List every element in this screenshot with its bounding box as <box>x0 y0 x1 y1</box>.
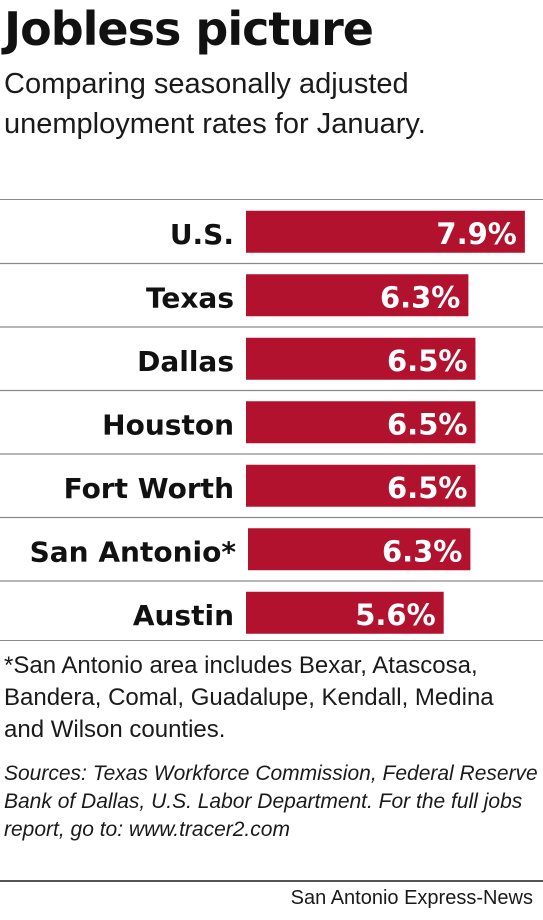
chart-title: Jobless picture <box>4 2 374 56</box>
bar-value-label: 5.6% <box>355 598 435 632</box>
bar <box>246 210 525 253</box>
footnote: *San Antonio area includes Bexar, Atasco… <box>4 652 494 743</box>
bar-value-label: 6.5% <box>387 471 467 505</box>
sources-note: Sources: Texas Workforce Commission, Fed… <box>4 762 538 841</box>
category-label: Houston <box>102 408 234 441</box>
bar-value-label: 7.9% <box>436 217 516 251</box>
category-label: Austin <box>133 599 234 632</box>
top-divider <box>0 199 543 200</box>
bar-value-label: 6.5% <box>387 344 467 378</box>
category-label: U.S. <box>170 218 234 251</box>
bar-chart: U.S. 7.9% Texas 6.3% Dallas 6.5% Houston 6.5% Fo… <box>0 210 543 634</box>
bar <box>246 401 476 444</box>
credit-line: San Antonio Express-News <box>290 887 533 909</box>
bar <box>248 528 471 571</box>
bar-value-label: 6.3% <box>380 280 460 314</box>
credit-divider <box>0 880 543 882</box>
bar <box>246 591 444 634</box>
bar-value-label: 6.5% <box>387 407 467 441</box>
bar <box>246 274 469 317</box>
category-label: Fort Worth <box>64 472 234 505</box>
category-label: Dallas <box>137 345 234 378</box>
category-label: Texas <box>146 281 234 314</box>
bar <box>246 337 476 380</box>
bar-value-label: 6.3% <box>382 534 462 568</box>
category-label: San Antonio* <box>30 535 237 568</box>
bar <box>246 464 476 507</box>
chart-bottom-divider <box>0 640 543 641</box>
chart-subtitle: Comparing seasonally adjusted unemployme… <box>4 68 426 140</box>
